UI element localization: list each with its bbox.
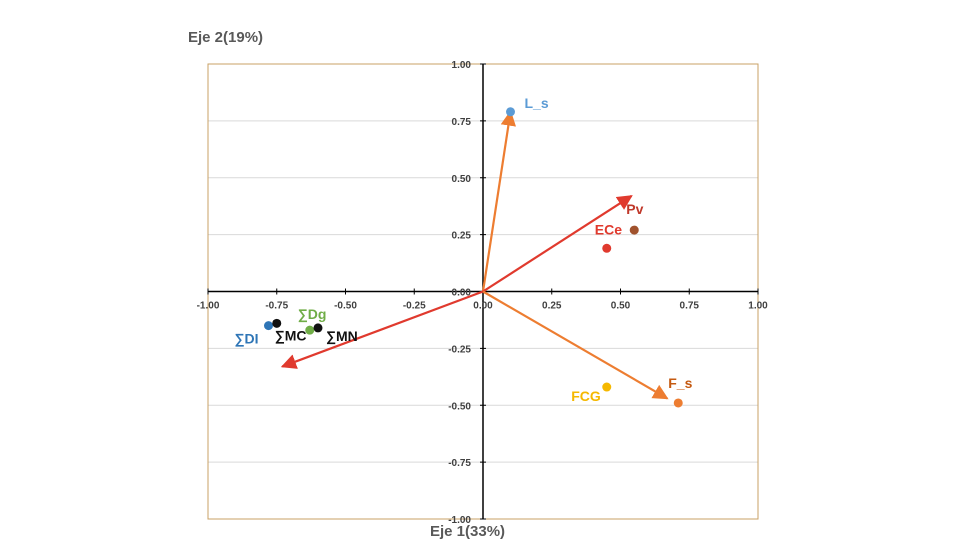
x-tick-label-6: 0.50	[611, 301, 631, 312]
y-tick-label-1: -0.75	[448, 458, 471, 469]
y-tick-label-7: 0.75	[452, 117, 472, 128]
vector-arrow-0	[481, 110, 517, 292]
y-tick-label-3: -0.25	[448, 344, 471, 355]
point-3	[602, 382, 612, 392]
tick-labels: -1.00 -1.00 -0.75 -0.75 -0.50 -0.50 -0.25 -0.25…	[197, 60, 769, 526]
point-label-7: ∑Dg	[298, 306, 327, 323]
point-label-5: ∑DI	[235, 331, 259, 348]
point-label-1: Pv	[626, 201, 643, 217]
point-label-2: ECe	[595, 221, 622, 237]
point-4	[673, 398, 683, 408]
y-tick-label-8: 1.00	[452, 60, 472, 71]
x-tick-label-7: 0.75	[680, 301, 700, 312]
point-label-4: F_s	[668, 375, 692, 391]
x-axis-title: Eje 1(33%)	[430, 523, 505, 540]
point-label-8: ∑MN	[326, 328, 358, 345]
x-tick-label-2: -0.50	[334, 301, 357, 312]
vector-arrow-1	[482, 195, 633, 293]
x-tick-label-3: -0.25	[403, 301, 426, 312]
vector-arrow-3	[280, 290, 484, 369]
x-tick-label-8: 1.00	[748, 301, 768, 312]
y-tick-label-2: -0.50	[448, 401, 471, 412]
point-1	[629, 225, 639, 235]
point-5	[264, 321, 273, 331]
loading-vectors	[280, 110, 669, 400]
x-tick-label-4: 0.00	[473, 301, 493, 312]
y-tick-label-5: 0.25	[452, 231, 472, 242]
point-7	[305, 325, 315, 335]
y-tick-label-6: 0.50	[452, 174, 472, 185]
point-2	[602, 243, 612, 253]
data-points	[264, 107, 683, 408]
point-6	[272, 318, 282, 328]
y-tick-label-4: 0.00	[452, 288, 472, 299]
y-tick-label-0: -1.00	[448, 515, 471, 526]
point-0	[506, 107, 515, 117]
vector-arrow-2	[482, 290, 669, 400]
point-label-3: FCG	[571, 388, 601, 404]
x-tick-label-5: 0.25	[542, 301, 562, 312]
x-tick-label-0: -1.00	[197, 301, 220, 312]
point-8	[313, 323, 323, 333]
x-tick-label-1: -0.75	[265, 301, 288, 312]
point-label-6: ∑MC	[275, 327, 307, 344]
y-axis-title: Eje 2(19%)	[188, 29, 263, 46]
point-label-0: L_s	[525, 95, 549, 111]
